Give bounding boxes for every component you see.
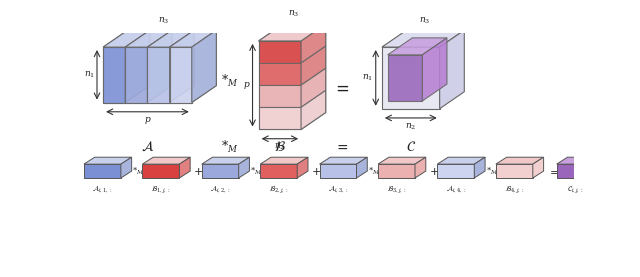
Polygon shape xyxy=(259,24,326,41)
Polygon shape xyxy=(103,47,125,102)
Text: $*_M$: $*_M$ xyxy=(486,165,499,177)
Text: $*_M$: $*_M$ xyxy=(368,165,380,177)
Text: $n_2$: $n_2$ xyxy=(405,121,417,132)
Polygon shape xyxy=(84,164,121,178)
Polygon shape xyxy=(259,41,301,63)
Text: $=$: $=$ xyxy=(333,140,349,154)
Polygon shape xyxy=(202,157,250,164)
Polygon shape xyxy=(422,38,447,101)
Polygon shape xyxy=(382,30,464,47)
Text: $*_M$: $*_M$ xyxy=(250,165,262,177)
Text: $+$: $+$ xyxy=(311,166,321,176)
Polygon shape xyxy=(260,164,297,178)
Polygon shape xyxy=(557,164,594,178)
Text: $\mathcal{B}_{3,j,:}$: $\mathcal{B}_{3,j,:}$ xyxy=(387,184,406,195)
Polygon shape xyxy=(440,30,464,109)
Polygon shape xyxy=(437,164,474,178)
Text: $n_3$: $n_3$ xyxy=(419,15,430,25)
Polygon shape xyxy=(260,157,308,164)
Polygon shape xyxy=(121,157,132,178)
Text: $=$: $=$ xyxy=(332,79,350,97)
Text: $*_M$: $*_M$ xyxy=(221,139,239,155)
Text: $n_1$: $n_1$ xyxy=(362,73,373,83)
Polygon shape xyxy=(259,85,301,107)
Polygon shape xyxy=(388,55,422,101)
Text: $\mathcal{A}_{i,1,:}$: $\mathcal{A}_{i,1,:}$ xyxy=(92,184,113,196)
Polygon shape xyxy=(388,38,447,55)
Text: $*_M$: $*_M$ xyxy=(132,165,145,177)
Polygon shape xyxy=(378,164,415,178)
Polygon shape xyxy=(202,164,239,178)
Text: $\mathcal{C}$: $\mathcal{C}$ xyxy=(406,140,416,154)
Text: $+$: $+$ xyxy=(429,166,439,176)
Polygon shape xyxy=(147,30,194,47)
Polygon shape xyxy=(301,24,326,129)
Polygon shape xyxy=(594,157,604,178)
Polygon shape xyxy=(557,157,604,164)
Text: $\mathcal{A}_{i,3,:}$: $\mathcal{A}_{i,3,:}$ xyxy=(328,184,348,196)
Text: $p$: $p$ xyxy=(143,115,151,126)
Polygon shape xyxy=(437,157,485,164)
Polygon shape xyxy=(319,157,367,164)
Polygon shape xyxy=(192,30,216,102)
Polygon shape xyxy=(170,47,192,102)
Text: $\mathcal{A}_{i,4,:}$: $\mathcal{A}_{i,4,:}$ xyxy=(445,184,466,196)
Polygon shape xyxy=(125,30,150,102)
Polygon shape xyxy=(259,107,301,129)
Text: $\mathcal{B}_{4,j,:}$: $\mathcal{B}_{4,j,:}$ xyxy=(504,184,524,195)
Polygon shape xyxy=(125,47,147,102)
Text: $p$: $p$ xyxy=(243,80,250,91)
Text: $=$: $=$ xyxy=(547,166,559,176)
Text: $+$: $+$ xyxy=(193,166,204,176)
Polygon shape xyxy=(170,30,194,102)
Polygon shape xyxy=(170,30,216,47)
Polygon shape xyxy=(415,157,426,178)
Polygon shape xyxy=(179,157,190,178)
Polygon shape xyxy=(496,157,543,164)
Polygon shape xyxy=(259,41,301,129)
Polygon shape xyxy=(103,30,150,47)
Polygon shape xyxy=(356,157,367,178)
Polygon shape xyxy=(301,46,326,85)
Polygon shape xyxy=(143,157,190,164)
Polygon shape xyxy=(239,157,250,178)
Text: $n_3$: $n_3$ xyxy=(157,15,169,25)
Polygon shape xyxy=(103,47,192,102)
Polygon shape xyxy=(297,157,308,178)
Polygon shape xyxy=(301,68,326,107)
Polygon shape xyxy=(147,30,172,102)
Polygon shape xyxy=(382,47,440,109)
Polygon shape xyxy=(378,157,426,164)
Text: $\mathcal{B}_{1,j,:}$: $\mathcal{B}_{1,j,:}$ xyxy=(151,184,171,195)
Polygon shape xyxy=(496,164,533,178)
Polygon shape xyxy=(84,157,132,164)
Text: $*_M$: $*_M$ xyxy=(221,73,239,89)
Text: $\mathcal{B}$: $\mathcal{B}$ xyxy=(274,140,286,154)
Polygon shape xyxy=(259,24,326,41)
Polygon shape xyxy=(147,47,170,102)
Text: $n_1$: $n_1$ xyxy=(84,70,95,80)
Polygon shape xyxy=(192,30,216,102)
Polygon shape xyxy=(125,30,172,47)
Text: $n_2$: $n_2$ xyxy=(274,142,285,152)
Text: $\mathcal{B}_{2,j,:}$: $\mathcal{B}_{2,j,:}$ xyxy=(269,184,289,195)
Polygon shape xyxy=(259,63,301,85)
Polygon shape xyxy=(301,24,326,63)
Text: $\mathcal{C}_{i,j,:}$: $\mathcal{C}_{i,j,:}$ xyxy=(567,184,584,195)
Polygon shape xyxy=(474,157,485,178)
Text: $\mathcal{A}$: $\mathcal{A}$ xyxy=(141,140,154,154)
Polygon shape xyxy=(533,157,543,178)
Polygon shape xyxy=(301,90,326,129)
Text: $n_3$: $n_3$ xyxy=(287,9,299,19)
Polygon shape xyxy=(143,164,179,178)
Text: $\mathcal{A}_{i,2,:}$: $\mathcal{A}_{i,2,:}$ xyxy=(210,184,230,196)
Polygon shape xyxy=(319,164,356,178)
Polygon shape xyxy=(103,30,216,47)
